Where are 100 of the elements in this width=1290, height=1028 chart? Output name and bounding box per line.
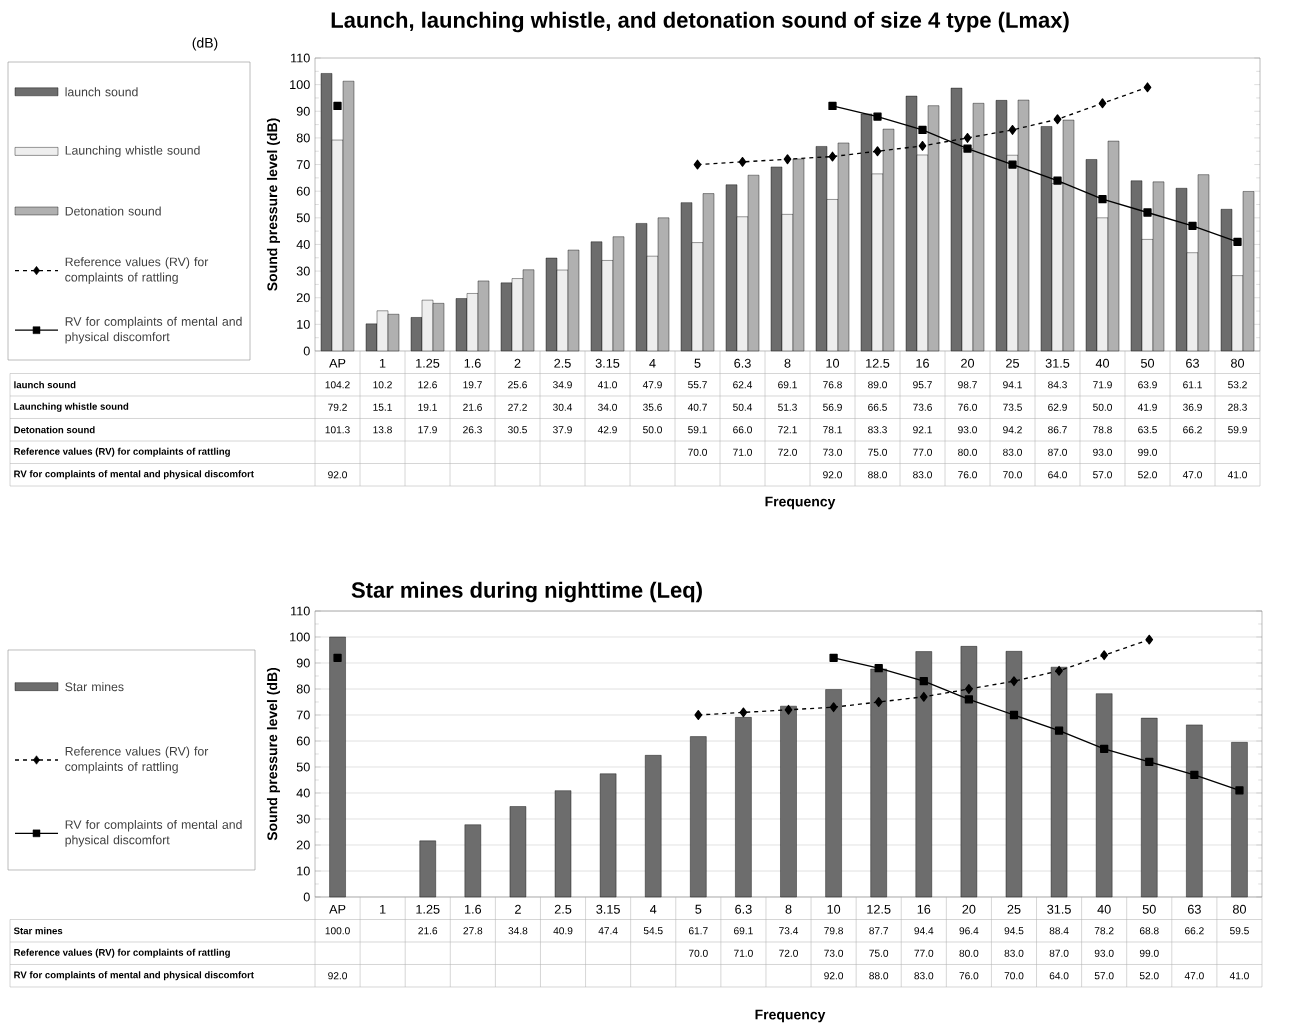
- y-tick-label: 90: [296, 658, 310, 668]
- data-label: 76.0: [958, 471, 977, 479]
- data-label: 57.0: [1094, 972, 1114, 980]
- y-tick-label: 100: [290, 80, 310, 90]
- data-label: 87.0: [1049, 949, 1069, 957]
- data-label: 26.3: [463, 426, 482, 434]
- x-tick-label: 63: [1186, 358, 1199, 368]
- data-label: 87.0: [1048, 448, 1067, 456]
- x-tick-label: 1.6: [464, 904, 482, 914]
- data-label: 83.0: [914, 972, 934, 980]
- data-label: 28.3: [1228, 403, 1247, 411]
- data-label: 13.8: [373, 426, 392, 434]
- data-label: 99.0: [1138, 448, 1157, 456]
- point: [828, 101, 837, 111]
- data-label: 70.0: [1004, 972, 1024, 980]
- point: [919, 677, 928, 686]
- data-label: 72.1: [778, 426, 797, 434]
- data-label: 40.7: [687, 403, 707, 411]
- y-tick-label: 40: [296, 788, 310, 798]
- data-label: 93.0: [1093, 448, 1112, 456]
- data-label: 61.1: [1183, 381, 1202, 389]
- data-label: 42.9: [597, 426, 617, 434]
- text: RV for complaints of mental and physical discomfort: [14, 470, 254, 480]
- x-tick-label: 25: [1006, 358, 1020, 368]
- data-label: 21.6: [463, 403, 482, 411]
- data-label: 71.9: [1093, 381, 1112, 389]
- data-label: 41.0: [1227, 471, 1247, 479]
- data-label: 50.0: [643, 426, 662, 434]
- data-label: 78.8: [1093, 426, 1112, 434]
- data-label: 36.9: [1183, 403, 1202, 411]
- x-tick-label: 1: [379, 358, 386, 368]
- y-tick-label: 100: [290, 632, 310, 642]
- data-label: 56.9: [823, 403, 842, 411]
- point: [693, 159, 702, 170]
- data-label: 66.5: [868, 403, 887, 411]
- data-label: 41.9: [1137, 403, 1157, 411]
- data-label: 94.2: [1003, 426, 1022, 434]
- data-label: 41.0: [597, 381, 617, 389]
- data-label: 88.0: [869, 972, 889, 980]
- data-label: 51.3: [778, 403, 797, 411]
- x-tick-label: 4: [649, 358, 656, 368]
- x-tick-label: 6.3: [734, 358, 751, 368]
- data-label: 34.0: [598, 403, 617, 411]
- bar: [509, 806, 527, 898]
- x-tick-label: 4: [649, 904, 657, 914]
- x-tick-label: 50: [1140, 358, 1155, 368]
- point: [1100, 744, 1109, 753]
- x-tick-label: 2: [515, 904, 521, 914]
- data-label: 89.0: [868, 381, 887, 389]
- x-tick-label: 20: [961, 358, 975, 368]
- data-label: 10.2: [373, 381, 392, 389]
- point: [1145, 757, 1154, 766]
- chart-title: Launch, launching whistle, and detonation sound of size 4 type (Lmax): [331, 11, 1069, 33]
- x-tick-label: 1.25: [416, 358, 440, 368]
- point: [1010, 676, 1018, 687]
- data-label: 93.0: [1094, 949, 1114, 957]
- point: [873, 112, 882, 121]
- y-tick-label: 70: [296, 710, 310, 720]
- x-tick-label: 25: [1007, 904, 1021, 914]
- x-tick-label: 63: [1187, 904, 1201, 914]
- data-label: 64.0: [1048, 471, 1067, 479]
- point: [918, 140, 927, 151]
- data-label: 69.1: [778, 381, 797, 389]
- data-label: 72.0: [778, 448, 797, 456]
- x-tick-label: 50: [1142, 904, 1156, 914]
- point: [1054, 726, 1064, 735]
- point: [965, 684, 973, 694]
- data-label: 30.4: [553, 403, 573, 411]
- data-label: 53.2: [1228, 381, 1247, 389]
- x-tick-label: 12.5: [866, 358, 890, 368]
- data-label: 30.5: [508, 426, 527, 434]
- data-label: 34.9: [553, 381, 572, 389]
- point: [963, 144, 972, 153]
- y-tick-label: 60: [296, 186, 310, 196]
- y-tick-label: 110: [291, 606, 310, 616]
- data-label: 47.4: [598, 927, 618, 935]
- x-tick-label: 16: [916, 358, 929, 368]
- data-label: 47.9: [642, 381, 662, 389]
- data-label: 95.7: [913, 381, 932, 389]
- data-label: 73.0: [824, 949, 844, 957]
- y-tick-label: 70: [296, 160, 310, 170]
- data-label: 61.7: [688, 927, 708, 935]
- data-label: 73.6: [913, 403, 932, 411]
- data-label: 19.1: [418, 403, 437, 411]
- data-label: 99.0: [1139, 949, 1159, 957]
- data-label: 19.7: [463, 381, 482, 389]
- data-label: 66.0: [733, 426, 752, 434]
- point: [1053, 114, 1062, 125]
- data-label: 83.0: [1003, 448, 1022, 456]
- point: [694, 710, 703, 720]
- data-label: 73.4: [779, 927, 799, 935]
- legend-label: Launching whistle sound: [65, 145, 200, 158]
- y-tick-label: 30: [296, 814, 310, 824]
- text: launch sound: [14, 381, 76, 389]
- x-tick-label: 2: [514, 358, 521, 368]
- x-tick-label: 5: [694, 358, 701, 368]
- data-label: 73.0: [823, 448, 842, 456]
- data-label: 52.0: [1138, 471, 1157, 479]
- point: [1098, 195, 1107, 204]
- data-label: 80.0: [959, 949, 979, 957]
